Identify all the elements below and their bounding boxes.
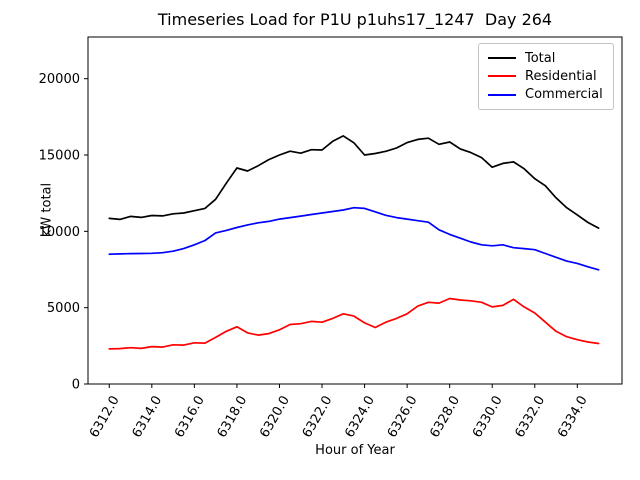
x-tick-label: 6320.0 (257, 394, 293, 441)
total-line (108, 135, 600, 229)
x-tick-label: 6314.0 (130, 394, 166, 441)
legend-label-commercial: Commercial (525, 87, 603, 103)
legend-item-residential: Residential (479, 69, 613, 84)
chart-title: Timeseries Load for P1U p1uhs17_1247 Day… (157, 10, 553, 29)
residential-line (108, 297, 600, 350)
x-tick-label: 6326.0 (385, 394, 421, 441)
legend-label-total: Total (525, 50, 556, 66)
x-tick-label: 6324.0 (342, 394, 378, 441)
x-tick-label: 6312.0 (87, 394, 123, 441)
commercial-line-swatch (488, 93, 516, 96)
residential-line-swatch (488, 75, 516, 78)
total-line-swatch (488, 57, 516, 60)
legend-item-total: Total (479, 51, 613, 66)
x-tick-label: 6318.0 (215, 394, 251, 441)
x-tick-label: 6334.0 (555, 394, 591, 441)
x-tick-label: 6322.0 (300, 394, 336, 441)
x-tick-label: 6332.0 (512, 394, 548, 441)
y-tick-label: 10000 (39, 225, 80, 240)
y-tick-label: 20000 (39, 72, 80, 87)
y-axis-label: kW total (39, 182, 55, 238)
legend: Total Residential Commercial (478, 43, 614, 110)
y-tick-label: 15000 (39, 149, 80, 164)
x-tick-label: 6316.0 (172, 394, 208, 441)
commercial-line (108, 206, 600, 271)
x-axis-label: Hour of Year (315, 443, 395, 458)
axes-spines (87, 36, 623, 385)
legend-label-residential: Residential (525, 68, 597, 84)
y-tick-label: 0 (72, 378, 80, 393)
y-tick-label: 5000 (47, 301, 80, 316)
x-tick-label: 6330.0 (470, 394, 506, 441)
x-tick-label: 6328.0 (427, 394, 463, 441)
legend-item-commercial: Commercial (479, 87, 613, 102)
